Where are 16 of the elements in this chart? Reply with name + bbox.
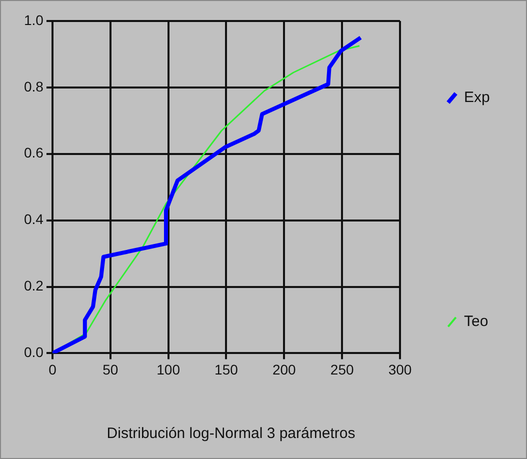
text: Teo bbox=[464, 313, 488, 330]
y-tick-label: 0.0 bbox=[24, 344, 44, 360]
x-tick-label: 100 bbox=[156, 361, 180, 378]
y-tick-label: 0.4 bbox=[24, 211, 44, 228]
y-tick-label: 1.0 bbox=[24, 12, 44, 28]
text: Exp bbox=[464, 89, 490, 106]
y-tick-label: 0.2 bbox=[24, 278, 44, 294]
y-tick-label: 0.6 bbox=[24, 144, 44, 161]
y-tick-label: 0.8 bbox=[24, 78, 44, 94]
x-tick-label: 0 bbox=[48, 361, 57, 378]
x-axis-title: Distribución log-Normal 3 parámetros bbox=[106, 425, 356, 442]
x-tick-label: 300 bbox=[388, 361, 412, 378]
x-tick-label: 250 bbox=[330, 361, 354, 378]
x-tick-label: 50 bbox=[102, 361, 118, 378]
x-tick-label: 150 bbox=[214, 361, 238, 378]
x-tick-label: 200 bbox=[272, 361, 296, 378]
